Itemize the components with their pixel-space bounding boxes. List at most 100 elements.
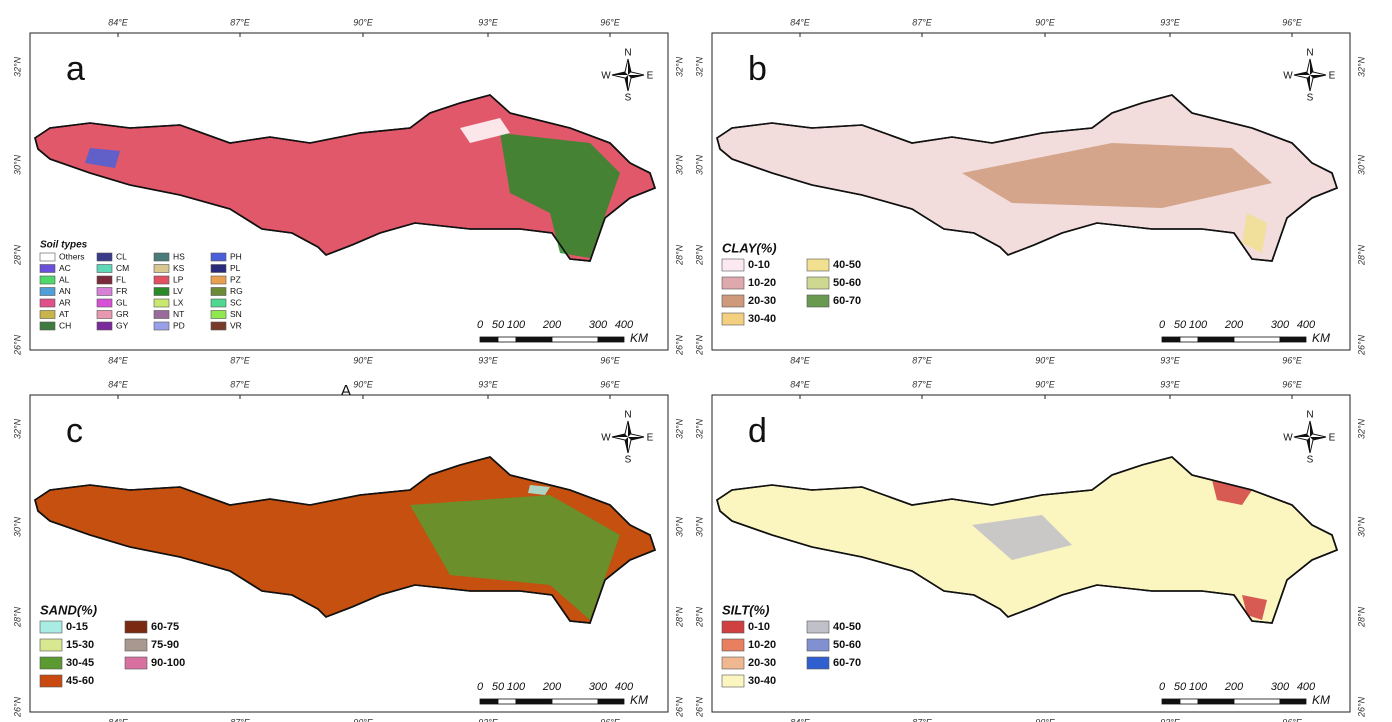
legend-label: CH: [59, 320, 71, 330]
legend-label: AN: [59, 286, 71, 296]
longitude-label: 93°E: [478, 379, 499, 389]
longitude-label: 93°E: [478, 17, 499, 27]
longitude-label: 90°E: [353, 355, 374, 365]
legend-label: 50-60: [833, 277, 861, 289]
legend-swatch: [210, 287, 227, 296]
legend-swatch: [39, 298, 56, 308]
scale-segment: [551, 698, 599, 705]
legend-label: CL: [116, 251, 127, 261]
legend-label: FL: [116, 274, 126, 284]
scale-label: 300: [1271, 681, 1290, 693]
map-patch: [410, 495, 620, 620]
legend-swatch: [210, 275, 227, 285]
scale-label: 100: [507, 681, 526, 693]
legend-swatch: [806, 294, 830, 308]
scale-segment: [1279, 698, 1307, 705]
legend-swatch: [806, 620, 830, 634]
scale-label: 300: [589, 319, 608, 331]
scale-label: 0: [477, 319, 484, 331]
scale-label: 0: [477, 681, 484, 693]
longitude-label: 96°E: [600, 355, 621, 365]
scale-unit: KM: [630, 693, 648, 707]
legend-swatch: [210, 298, 227, 308]
scale-label: 0: [1159, 319, 1166, 331]
legend-swatch: [39, 264, 56, 273]
latitude-label: 26°N: [674, 696, 684, 718]
compass-w: W: [1283, 71, 1293, 82]
legend-label: 60-70: [833, 295, 861, 307]
longitude-label: 84°E: [790, 17, 811, 27]
longitude-label: 96°E: [1282, 17, 1303, 27]
scale-unit: KM: [1312, 331, 1330, 345]
legend-swatch: [721, 620, 745, 634]
legend-label: 15-30: [66, 639, 94, 651]
scale-label: 100: [1189, 681, 1208, 693]
legend-swatch: [721, 258, 745, 272]
legend-label: CM: [116, 263, 129, 273]
legend-label: PZ: [230, 274, 241, 284]
latitude-label: 32°N: [674, 418, 684, 439]
legend-swatch: [806, 656, 830, 670]
legend-label: LX: [173, 297, 184, 307]
legend-swatch: [153, 287, 170, 296]
legend-swatch: [39, 310, 56, 319]
map-patch: [972, 515, 1072, 560]
legend-swatch: [96, 298, 113, 308]
longitude-label: 87°E: [912, 17, 933, 27]
longitude-label: 90°E: [1035, 355, 1056, 365]
latitude-label: 30°N: [12, 516, 22, 537]
legend-swatch: [806, 276, 830, 290]
basin-outline: [34, 94, 656, 262]
legend-label: 90-100: [151, 657, 185, 669]
legend-swatch: [210, 310, 227, 319]
legend-label: 0-15: [66, 621, 88, 633]
scale-label: 300: [1271, 319, 1290, 331]
latitude-label: 26°N: [694, 334, 704, 356]
scale-unit: KM: [630, 331, 648, 345]
legend-label: PL: [230, 263, 241, 273]
scale-segment: [1233, 336, 1281, 343]
legend-swatch: [39, 638, 63, 652]
scale-label: 0: [1159, 681, 1166, 693]
map-panel: 84°E 84°E 87°E 87°E 90°E 90°E 93°E 93°E 96°E 96°E…: [694, 379, 1366, 722]
longitude-label: 87°E: [230, 17, 251, 27]
legend-label: AT: [59, 309, 69, 319]
compass-s: S: [1307, 93, 1314, 104]
legend-label: HS: [173, 251, 185, 261]
legend-swatch: [124, 656, 148, 670]
legend-swatch: [96, 310, 113, 319]
scale-label: 200: [542, 319, 562, 331]
latitude-label: 32°N: [694, 418, 704, 439]
north-arrow: N S E W: [1283, 48, 1335, 104]
legend-swatch: [153, 298, 170, 308]
legend-label: LV: [173, 286, 183, 296]
map-patch: [500, 133, 620, 258]
legend-label: 10-20: [748, 639, 776, 651]
stray-label: A: [341, 383, 352, 400]
longitude-label: 93°E: [1160, 355, 1181, 365]
longitude-label: 90°E: [353, 379, 374, 389]
map-patch: [1242, 595, 1267, 620]
panel-label: b: [748, 50, 767, 88]
latitude-label: 28°N: [694, 244, 704, 266]
legend-swatch: [124, 620, 148, 634]
latitude-label: 30°N: [674, 516, 684, 537]
scale-label: 100: [507, 319, 526, 331]
longitude-label: 87°E: [912, 379, 933, 389]
legend-swatch: [39, 321, 56, 331]
longitude-label: 96°E: [600, 17, 621, 27]
legend-label: 60-70: [833, 657, 861, 669]
scale-label: 200: [1224, 681, 1244, 693]
latitude-label: 28°N: [674, 606, 684, 628]
legend-label: 60-75: [151, 621, 179, 633]
legend-swatch: [721, 276, 745, 290]
latitude-label: 32°N: [694, 56, 704, 77]
compass-e: E: [1329, 433, 1336, 444]
longitude-label: 96°E: [600, 379, 621, 389]
legend-label: GL: [116, 297, 128, 307]
map-patch: [1242, 213, 1267, 253]
longitude-label: 84°E: [108, 379, 129, 389]
legend-swatch: [39, 252, 56, 262]
legend-swatch: [721, 674, 745, 688]
latitude-label: 32°N: [12, 418, 22, 439]
